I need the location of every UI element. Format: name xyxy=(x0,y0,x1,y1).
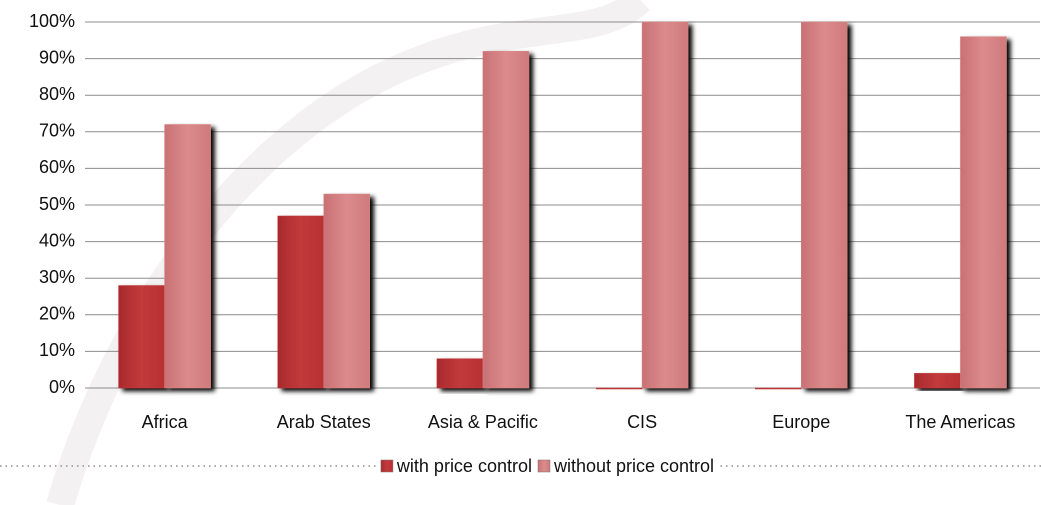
bar xyxy=(595,387,643,390)
y-tick-label: 70% xyxy=(39,121,75,141)
y-tick-label: 80% xyxy=(39,84,75,104)
y-tick-label: 0% xyxy=(49,377,75,397)
bar xyxy=(914,373,961,389)
y-tick-label: 100% xyxy=(29,11,75,31)
legend-label: without price control xyxy=(553,456,714,476)
bar xyxy=(641,21,689,389)
x-tick-label: CIS xyxy=(627,412,657,432)
x-tick-label: The Americas xyxy=(905,412,1015,432)
y-tick-label: 20% xyxy=(39,304,75,324)
bar xyxy=(960,36,1007,389)
bar xyxy=(277,215,324,389)
y-tick-label: 50% xyxy=(39,194,75,214)
bar xyxy=(164,124,211,389)
y-tick-label: 60% xyxy=(39,157,75,177)
y-tick-label: 10% xyxy=(39,340,75,360)
y-tick-label: 40% xyxy=(39,230,75,250)
x-tick-label: Arab States xyxy=(277,412,371,432)
x-tick-label: Asia & Pacific xyxy=(428,412,538,432)
bar xyxy=(482,51,530,389)
bar xyxy=(801,21,848,389)
legend-swatch xyxy=(380,459,394,473)
bar xyxy=(755,387,802,390)
x-tick-label: Africa xyxy=(142,412,189,432)
bar xyxy=(323,193,370,389)
y-tick-label: 90% xyxy=(39,47,75,67)
bar xyxy=(118,285,165,389)
y-tick-label: 30% xyxy=(39,267,75,287)
bar xyxy=(436,358,484,389)
legend-label: with price control xyxy=(396,456,532,476)
legend: with price control without price control xyxy=(376,455,721,477)
x-tick-label: Europe xyxy=(772,412,830,432)
legend-swatch xyxy=(537,459,551,473)
